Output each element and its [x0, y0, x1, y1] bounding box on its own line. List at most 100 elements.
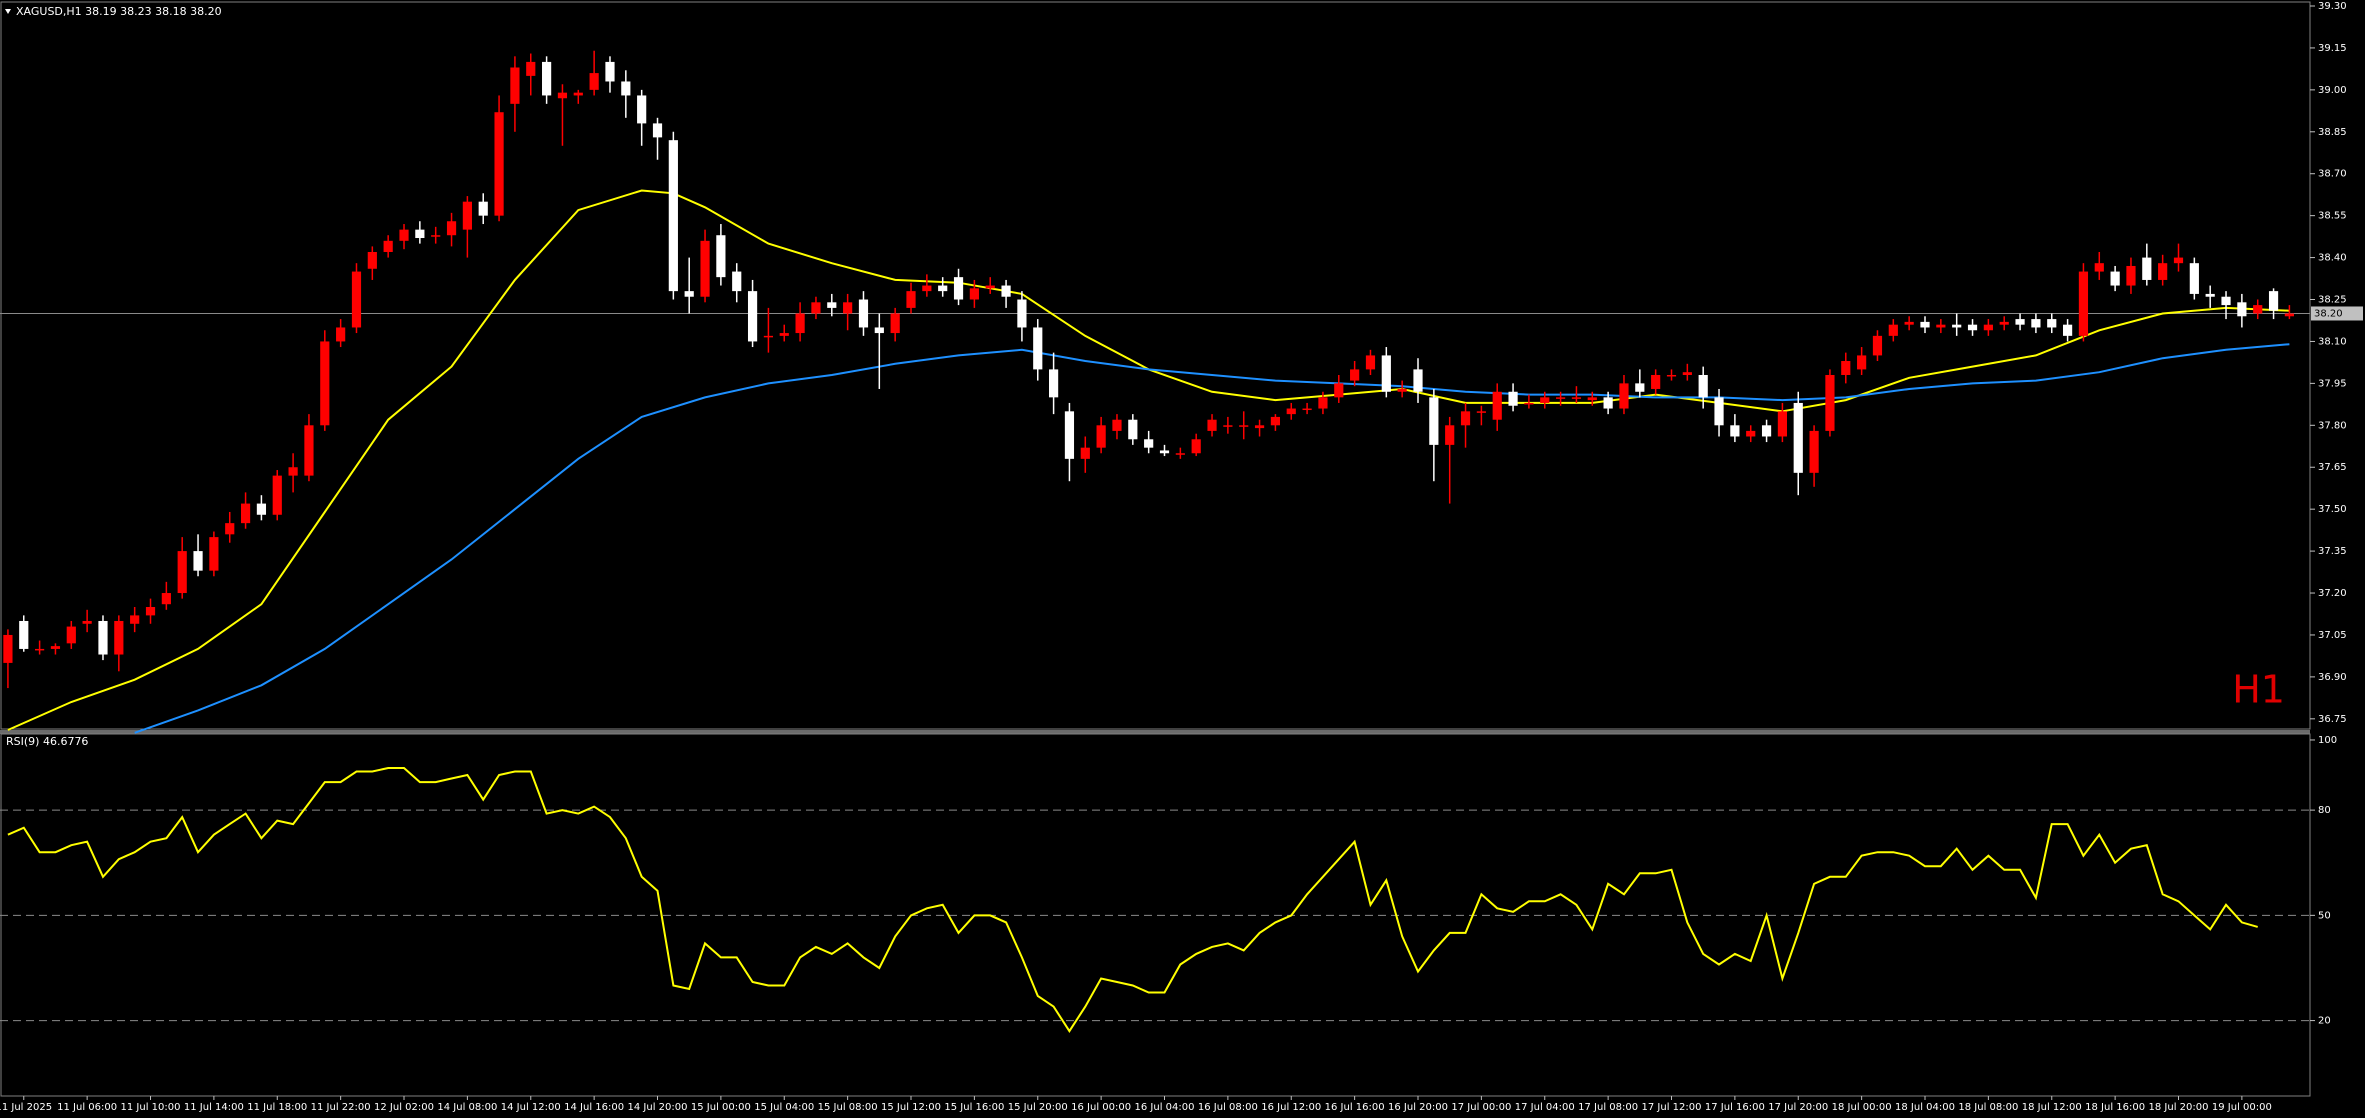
- y-tick-label: 20: [2318, 1016, 2331, 1027]
- candle-body: [2015, 319, 2025, 325]
- candle-body: [383, 240, 393, 252]
- x-tick-label: 11 Jul 06:00: [57, 1102, 117, 1113]
- candle-body: [2205, 293, 2215, 297]
- candle-body: [605, 61, 615, 82]
- candle-body: [2062, 324, 2073, 336]
- candle-body: [2253, 305, 2263, 314]
- candle-body: [1983, 324, 1993, 331]
- candle-body: [1904, 321, 1914, 325]
- x-tick-label: 11 Jul 10:00: [121, 1102, 181, 1113]
- candle-body: [462, 201, 472, 230]
- candle-body: [1872, 335, 1883, 356]
- candle-body: [795, 313, 805, 334]
- y-tick-label: 38.40: [2318, 253, 2347, 264]
- x-tick-label: 16 Jul 12:00: [1261, 1102, 1321, 1113]
- x-tick-label: 17 Jul 00:00: [1451, 1102, 1511, 1113]
- candle-body: [161, 593, 171, 605]
- candle-body: [1159, 450, 1170, 454]
- candle-body: [1666, 374, 1677, 377]
- candle-body: [2126, 265, 2136, 286]
- candle-body: [1920, 321, 1930, 328]
- candle-body: [1651, 374, 1661, 389]
- candle-body: [2031, 319, 2041, 328]
- x-tick-label: 19 Jul 00:00: [2212, 1102, 2272, 1113]
- candle-body: [1144, 439, 1154, 448]
- y-tick-label: 37.50: [2318, 504, 2347, 515]
- y-tick-label: 39.15: [2318, 43, 2347, 54]
- y-tick-label: 37.80: [2318, 420, 2347, 431]
- x-tick-label: 18 Jul 20:00: [2149, 1102, 2209, 1113]
- candle-body: [985, 285, 995, 289]
- x-tick-label: 15 Jul 12:00: [881, 1102, 941, 1113]
- y-tick-label: 36.90: [2318, 672, 2347, 683]
- candle-body: [858, 299, 869, 328]
- price-label-box: [2311, 306, 2363, 321]
- candle-body: [1033, 327, 1043, 370]
- candle-body: [1999, 321, 2009, 325]
- candle-body: [1888, 324, 1898, 336]
- candle-body: [747, 291, 758, 342]
- candle-body: [652, 123, 663, 138]
- candle-body: [542, 61, 552, 96]
- candle-body: [256, 503, 267, 515]
- candle-body: [19, 620, 29, 649]
- candle-body: [1001, 285, 1011, 297]
- y-tick-label: 100: [2318, 735, 2337, 746]
- candle-body: [288, 467, 298, 476]
- candle-body: [1429, 397, 1439, 445]
- x-tick-label: 12 Jul 02:00: [374, 1102, 434, 1113]
- candle-body: [336, 327, 346, 342]
- candle-body: [399, 229, 409, 241]
- x-tick-label: 18 Jul 08:00: [1958, 1102, 2018, 1113]
- y-tick-label: 37.05: [2318, 630, 2347, 641]
- candle-body: [700, 240, 710, 297]
- candle-body: [1413, 369, 1423, 392]
- y-tick-label: 50: [2318, 910, 2331, 921]
- candle-body: [1350, 369, 1360, 381]
- candle-body: [2142, 257, 2152, 280]
- candle-body: [1825, 374, 1835, 431]
- candle-body: [177, 551, 187, 594]
- candle-body: [1365, 355, 1376, 370]
- candle-body: [874, 327, 884, 334]
- y-tick-label: 38.25: [2318, 295, 2347, 306]
- candle-body: [2221, 296, 2231, 306]
- candle-body: [1207, 419, 1217, 431]
- x-tick-label: 14 Jul 20:00: [628, 1102, 688, 1113]
- candle-body: [1080, 447, 1090, 459]
- candle-body: [589, 73, 599, 90]
- candle-body: [82, 620, 92, 624]
- candle-body: [573, 92, 583, 96]
- pane-separator: [0, 730, 2310, 734]
- candle-body: [1460, 411, 1471, 426]
- candle-body: [1952, 324, 1962, 328]
- candle-body: [2047, 319, 2057, 328]
- candle-body: [2078, 271, 2089, 336]
- candle-body: [272, 475, 282, 515]
- y-tick-label: 38.70: [2318, 169, 2347, 180]
- x-tick-label: 18 Jul 16:00: [2085, 1102, 2145, 1113]
- x-tick-label: 11 Jul 18:00: [247, 1102, 307, 1113]
- candle-body: [1508, 391, 1518, 406]
- x-tick-label: 16 Jul 08:00: [1198, 1102, 1258, 1113]
- candle-body: [1809, 430, 1819, 473]
- candle-body: [494, 112, 504, 216]
- y-tick-label: 37.20: [2318, 588, 2347, 599]
- candle-body: [1334, 383, 1344, 398]
- x-tick-label: 17 Jul 20:00: [1768, 1102, 1828, 1113]
- candle-body: [478, 201, 488, 216]
- y-tick-label: 38.85: [2318, 127, 2347, 138]
- rsi-line: [7, 767, 2258, 1033]
- moving-average: [7, 189, 2290, 731]
- candle-body: [1556, 397, 1566, 399]
- candle-body: [1286, 408, 1296, 415]
- candle-body: [906, 291, 916, 308]
- candle-body: [1682, 372, 1692, 375]
- candle-body: [1730, 425, 1740, 437]
- x-tick-label: 15 Jul 20:00: [1008, 1102, 1068, 1113]
- candle-body: [732, 271, 742, 292]
- candle-body: [1635, 383, 1645, 392]
- x-tick-label: 17 Jul 08:00: [1578, 1102, 1638, 1113]
